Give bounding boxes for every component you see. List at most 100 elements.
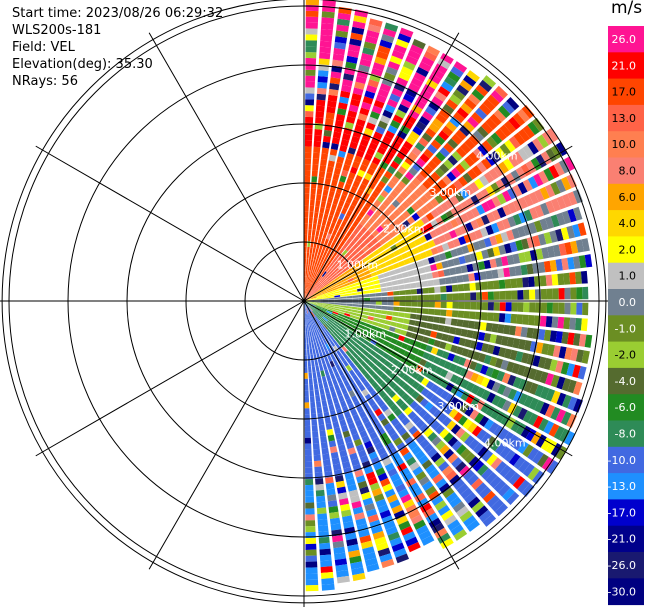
velocity-gate — [311, 425, 318, 432]
velocity-gate — [310, 407, 316, 415]
velocity-gate — [369, 305, 376, 309]
velocity-gate — [313, 253, 318, 261]
velocity-gate — [581, 350, 590, 364]
velocity-gate — [336, 260, 343, 267]
velocity-gate — [340, 331, 347, 337]
velocity-gate — [483, 418, 495, 431]
velocity-gate — [309, 292, 315, 297]
velocity-gate — [504, 279, 512, 289]
velocity-gate — [378, 278, 386, 284]
velocity-gate — [331, 137, 341, 145]
velocity-gate — [491, 394, 502, 406]
velocity-gate — [447, 436, 459, 447]
velocity-gate — [372, 530, 385, 540]
velocity-gate — [441, 260, 449, 269]
velocity-gate — [412, 38, 426, 50]
velocity-gate — [538, 261, 546, 274]
velocity-gate — [312, 223, 317, 230]
velocity-gate — [434, 424, 445, 435]
velocity-gate — [371, 525, 383, 535]
velocity-gate — [304, 313, 306, 320]
velocity-gate — [351, 500, 362, 509]
velocity-gate — [535, 154, 547, 168]
velocity-gate — [472, 351, 481, 361]
velocity-gate — [365, 122, 376, 131]
velocity-gate — [564, 302, 571, 315]
velocity-gate — [396, 130, 408, 140]
velocity-gate — [529, 302, 536, 313]
velocity-gate — [336, 245, 342, 252]
velocity-gate — [486, 392, 496, 404]
velocity-gate — [415, 471, 427, 482]
velocity-gate — [363, 308, 370, 312]
velocity-gate — [334, 297, 341, 300]
velocity-gate — [523, 194, 534, 207]
velocity-gate — [310, 303, 317, 306]
velocity-gate — [460, 328, 468, 338]
velocity-gate — [305, 57, 317, 65]
velocity-gate — [445, 393, 455, 404]
velocity-gate — [575, 239, 585, 253]
velocity-gate — [329, 360, 335, 368]
velocity-gate — [337, 181, 345, 189]
velocity-gate — [439, 277, 446, 285]
velocity-gate — [469, 231, 478, 242]
velocity-gate — [489, 333, 497, 344]
velocity-gate — [332, 378, 338, 386]
velocity-gate — [418, 475, 430, 487]
velocity-gate — [341, 207, 348, 215]
velocity-gate — [316, 296, 323, 299]
velocity-gate — [324, 356, 329, 364]
velocity-gate — [500, 256, 509, 266]
velocity-gate — [452, 89, 466, 101]
velocity-gate — [428, 490, 441, 502]
velocity-gate — [518, 211, 528, 224]
velocity-gate — [444, 514, 457, 526]
velocity-gate — [309, 396, 315, 403]
velocity-gate — [322, 135, 331, 143]
velocity-gate — [503, 243, 512, 254]
velocity-gate — [460, 264, 468, 274]
velocity-gate — [311, 265, 314, 272]
velocity-gate — [305, 288, 308, 295]
velocity-gate — [304, 199, 310, 206]
velocity-gate — [503, 267, 511, 278]
velocity-gate — [540, 386, 550, 400]
velocity-gate — [315, 111, 325, 118]
velocity-gate — [338, 287, 345, 291]
colorbar-tick-label: -1.0 — [615, 322, 636, 335]
velocity-gate — [408, 353, 417, 361]
velocity-gate — [369, 297, 376, 301]
velocity-gate — [375, 361, 383, 369]
velocity-gate — [508, 116, 521, 130]
velocity-gate — [330, 263, 337, 270]
velocity-gate — [450, 524, 464, 536]
velocity-gate — [407, 151, 418, 162]
velocity-gate — [474, 107, 488, 120]
velocity-gate — [346, 441, 355, 450]
velocity-gate — [318, 70, 329, 77]
velocity-gate — [462, 274, 470, 283]
velocity-gate — [371, 156, 381, 166]
velocity-gate — [321, 147, 329, 155]
velocity-gate — [449, 229, 458, 239]
velocity-gate — [517, 407, 528, 421]
velocity-gate — [530, 431, 542, 445]
velocity-gate — [349, 369, 356, 377]
velocity-gate — [482, 490, 496, 504]
velocity-gate — [305, 93, 315, 100]
velocity-gate — [316, 299, 323, 301]
velocity-gate — [387, 203, 397, 213]
velocity-gate — [309, 205, 315, 212]
velocity-gate — [448, 408, 459, 419]
velocity-gate — [331, 179, 338, 187]
velocity-gate — [377, 504, 389, 514]
velocity-gate — [545, 388, 556, 402]
velocity-gate — [308, 306, 314, 311]
velocity-gate — [380, 314, 387, 320]
velocity-gate — [363, 380, 371, 389]
velocity-gate — [415, 394, 425, 404]
velocity-gate — [317, 236, 322, 244]
velocity-gate — [310, 336, 314, 343]
velocity-gate — [543, 167, 555, 182]
